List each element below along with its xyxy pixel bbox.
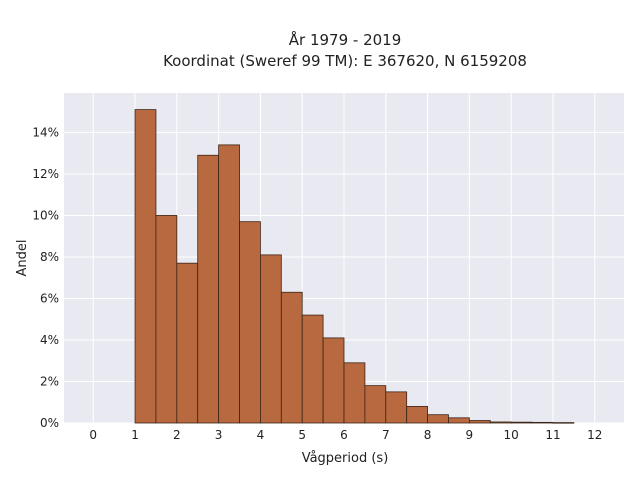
histogram-bar: [364, 385, 387, 424]
y-tick-label: 10%: [32, 208, 59, 222]
x-tick-label: 11: [545, 428, 560, 442]
x-axis-ticks: 0 1 2 3 4 5 6 7 8 9 10 11 12: [89, 428, 602, 442]
histogram-bar: [322, 337, 345, 424]
y-tick-label: 8%: [40, 250, 59, 264]
x-axis-label: Vågperiod (s): [302, 451, 389, 466]
x-tick-label: 2: [173, 428, 181, 442]
x-tick-label: 6: [340, 428, 348, 442]
bars: [134, 109, 575, 424]
histogram-bar: [343, 362, 366, 424]
histogram-bar: [301, 314, 324, 424]
x-tick-label: 0: [89, 428, 97, 442]
histogram-bar: [134, 109, 157, 424]
x-tick-label: 9: [466, 428, 474, 442]
x-tick-label: 8: [424, 428, 432, 442]
histogram-bar: [197, 154, 220, 424]
histogram-bar: [448, 417, 470, 424]
histogram-bar: [531, 421, 554, 424]
histogram-bar: [468, 420, 491, 424]
histogram-bar: [406, 405, 428, 424]
histogram-bar: [489, 421, 512, 424]
histogram-bar: [510, 421, 533, 424]
x-tick-label: 4: [257, 428, 265, 442]
y-tick-label: 6%: [40, 291, 59, 305]
x-tick-label: 1: [131, 428, 139, 442]
y-tick-label: 14%: [32, 125, 59, 139]
x-tick-label: 7: [382, 428, 390, 442]
chart-title: År 1979 - 2019: [289, 30, 402, 49]
y-tick-label: 0%: [40, 416, 59, 430]
y-tick-label: 12%: [32, 167, 59, 181]
y-axis-label: Andel: [15, 240, 30, 277]
y-axis-ticks: 0% 2% 4% 6% 8% 10% 12% 14%: [32, 125, 59, 430]
histogram-bar: [385, 391, 408, 424]
histogram-bar: [176, 262, 199, 424]
histogram-bar: [552, 422, 575, 424]
histogram-bar: [260, 254, 282, 424]
y-tick-label: 2%: [40, 374, 59, 388]
histogram-bar: [155, 215, 178, 424]
x-tick-label: 3: [215, 428, 223, 442]
chart-subtitle: Koordinat (Sweref 99 TM): E 367620, N 61…: [163, 52, 527, 70]
histogram-bar: [280, 291, 303, 424]
x-tick-label: 10: [504, 428, 519, 442]
histogram-bar: [218, 144, 240, 424]
y-tick-label: 4%: [40, 333, 59, 347]
histogram-bar: [427, 414, 449, 424]
x-tick-label: 5: [298, 428, 306, 442]
histogram-bar: [239, 221, 261, 424]
x-tick-label: 12: [587, 428, 602, 442]
